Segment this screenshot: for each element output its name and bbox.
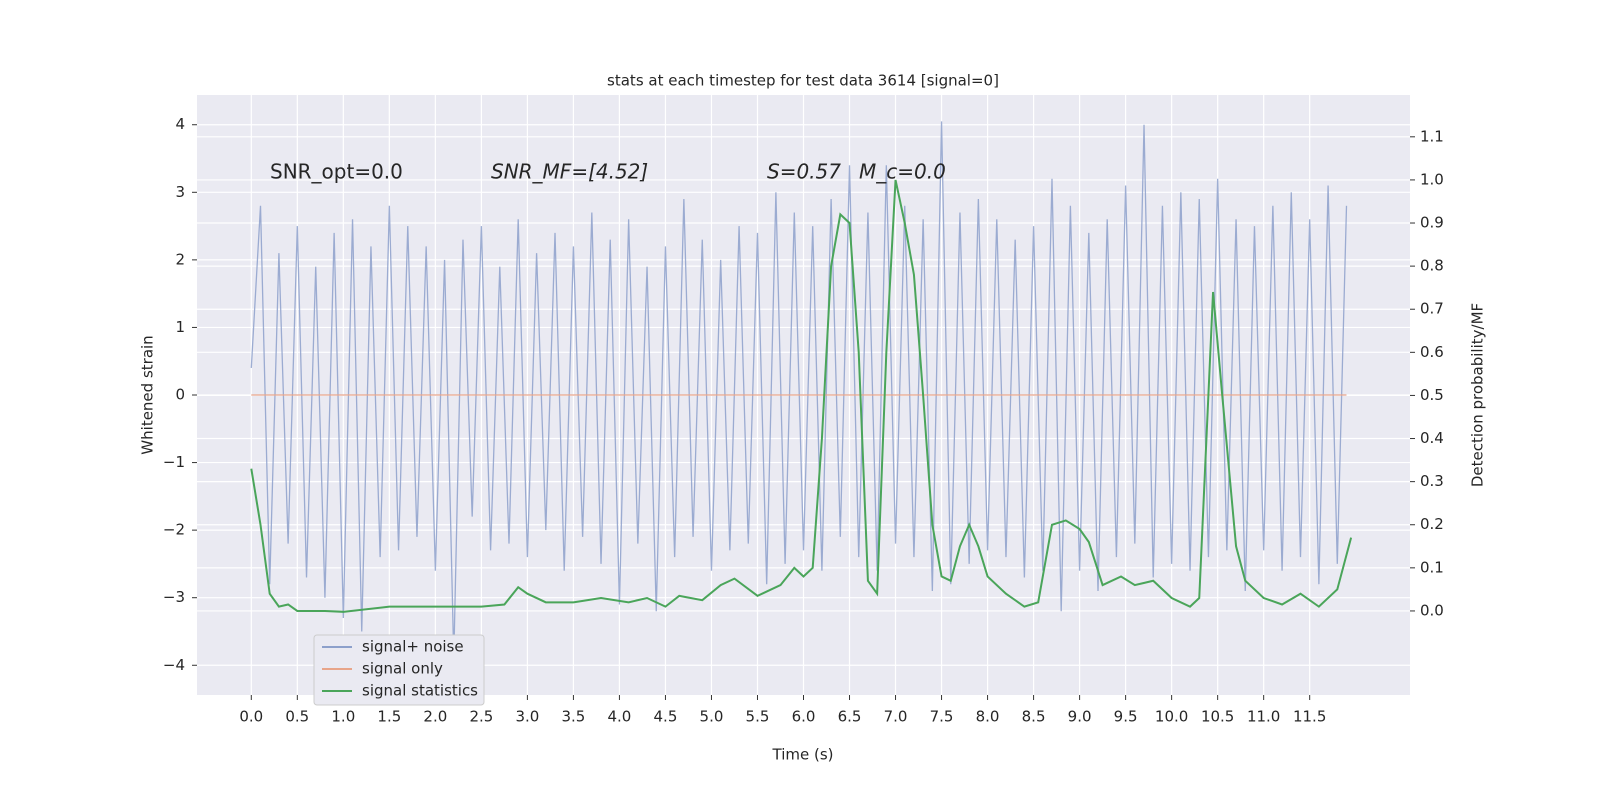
x-tick-label: 4.5 [654, 708, 678, 726]
y2-tick-label: 0.3 [1420, 472, 1444, 490]
y-tick-label: 3 [175, 183, 185, 201]
legend-label: signal statistics [362, 682, 478, 700]
x-tick-label: 10.5 [1201, 708, 1234, 726]
legend-label: signal only [362, 660, 443, 678]
legend-label: signal+ noise [362, 638, 464, 656]
y2-tick-label: 0.6 [1420, 343, 1444, 361]
x-tick-label: 4.0 [608, 708, 632, 726]
x-tick-label: 1.0 [331, 708, 355, 726]
y2-tick-label: 0.0 [1420, 601, 1444, 619]
y-tick-label: 1 [175, 318, 185, 336]
y-tick-label: 4 [175, 115, 185, 133]
x-tick-label: 8.0 [976, 708, 1000, 726]
x-tick-label: 10.0 [1155, 708, 1188, 726]
y-tick-label: 2 [175, 250, 185, 268]
x-tick-label: 3.0 [515, 708, 539, 726]
x-tick-label: 0.5 [285, 708, 309, 726]
annotation: SNR_opt=0.0 [270, 160, 403, 184]
x-tick-label: 5.5 [746, 708, 770, 726]
chart-title: stats at each timestep for test data 361… [607, 72, 999, 90]
y-axis-label: Whitened strain [139, 335, 157, 454]
x-tick-label: 1.5 [377, 708, 401, 726]
y-tick-label: −2 [163, 521, 185, 539]
y-tick-label: −1 [163, 453, 185, 471]
y2-tick-label: 0.1 [1420, 558, 1444, 576]
x-tick-label: 0.0 [239, 708, 263, 726]
x-tick-label: 3.5 [561, 708, 585, 726]
y-tick-label: −4 [163, 656, 185, 674]
x-tick-label: 11.0 [1247, 708, 1280, 726]
y-tick-label: −3 [163, 588, 185, 606]
x-tick-label: 9.0 [1068, 708, 1092, 726]
annotation: S=0.57 [767, 160, 841, 184]
x-tick-label: 2.0 [423, 708, 447, 726]
y2-tick-label: 0.8 [1420, 257, 1444, 275]
annotation: M_c=0.0 [859, 160, 946, 184]
y2-tick-label: 0.9 [1420, 214, 1444, 232]
x-tick-label: 9.5 [1114, 708, 1138, 726]
legend-box [313, 634, 485, 706]
y2-tick-label: 1.1 [1420, 127, 1444, 145]
x-axis-label: Time (s) [772, 746, 834, 764]
y2-tick-label: 1.0 [1420, 170, 1444, 188]
x-tick-label: 7.0 [884, 708, 908, 726]
y2-tick-label: 0.5 [1420, 386, 1444, 404]
x-tick-label: 11.5 [1293, 708, 1326, 726]
x-tick-label: 6.0 [792, 708, 816, 726]
series-line [250, 179, 1353, 613]
y2-tick-label: 0.7 [1420, 300, 1444, 318]
y2-tick-label: 0.4 [1420, 429, 1444, 447]
x-tick-label: 8.5 [1022, 708, 1046, 726]
y2-tick-label: 0.2 [1420, 515, 1444, 533]
y-tick-label: 0 [175, 386, 185, 404]
series-line [250, 121, 1348, 659]
x-tick-label: 5.0 [700, 708, 724, 726]
x-tick-label: 6.5 [838, 708, 862, 726]
x-tick-label: 2.5 [469, 708, 493, 726]
y2-axis-label: Detection probability/MF [1469, 303, 1487, 487]
annotation: SNR_MF=[4.52] [491, 160, 648, 184]
x-tick-label: 7.5 [930, 708, 954, 726]
